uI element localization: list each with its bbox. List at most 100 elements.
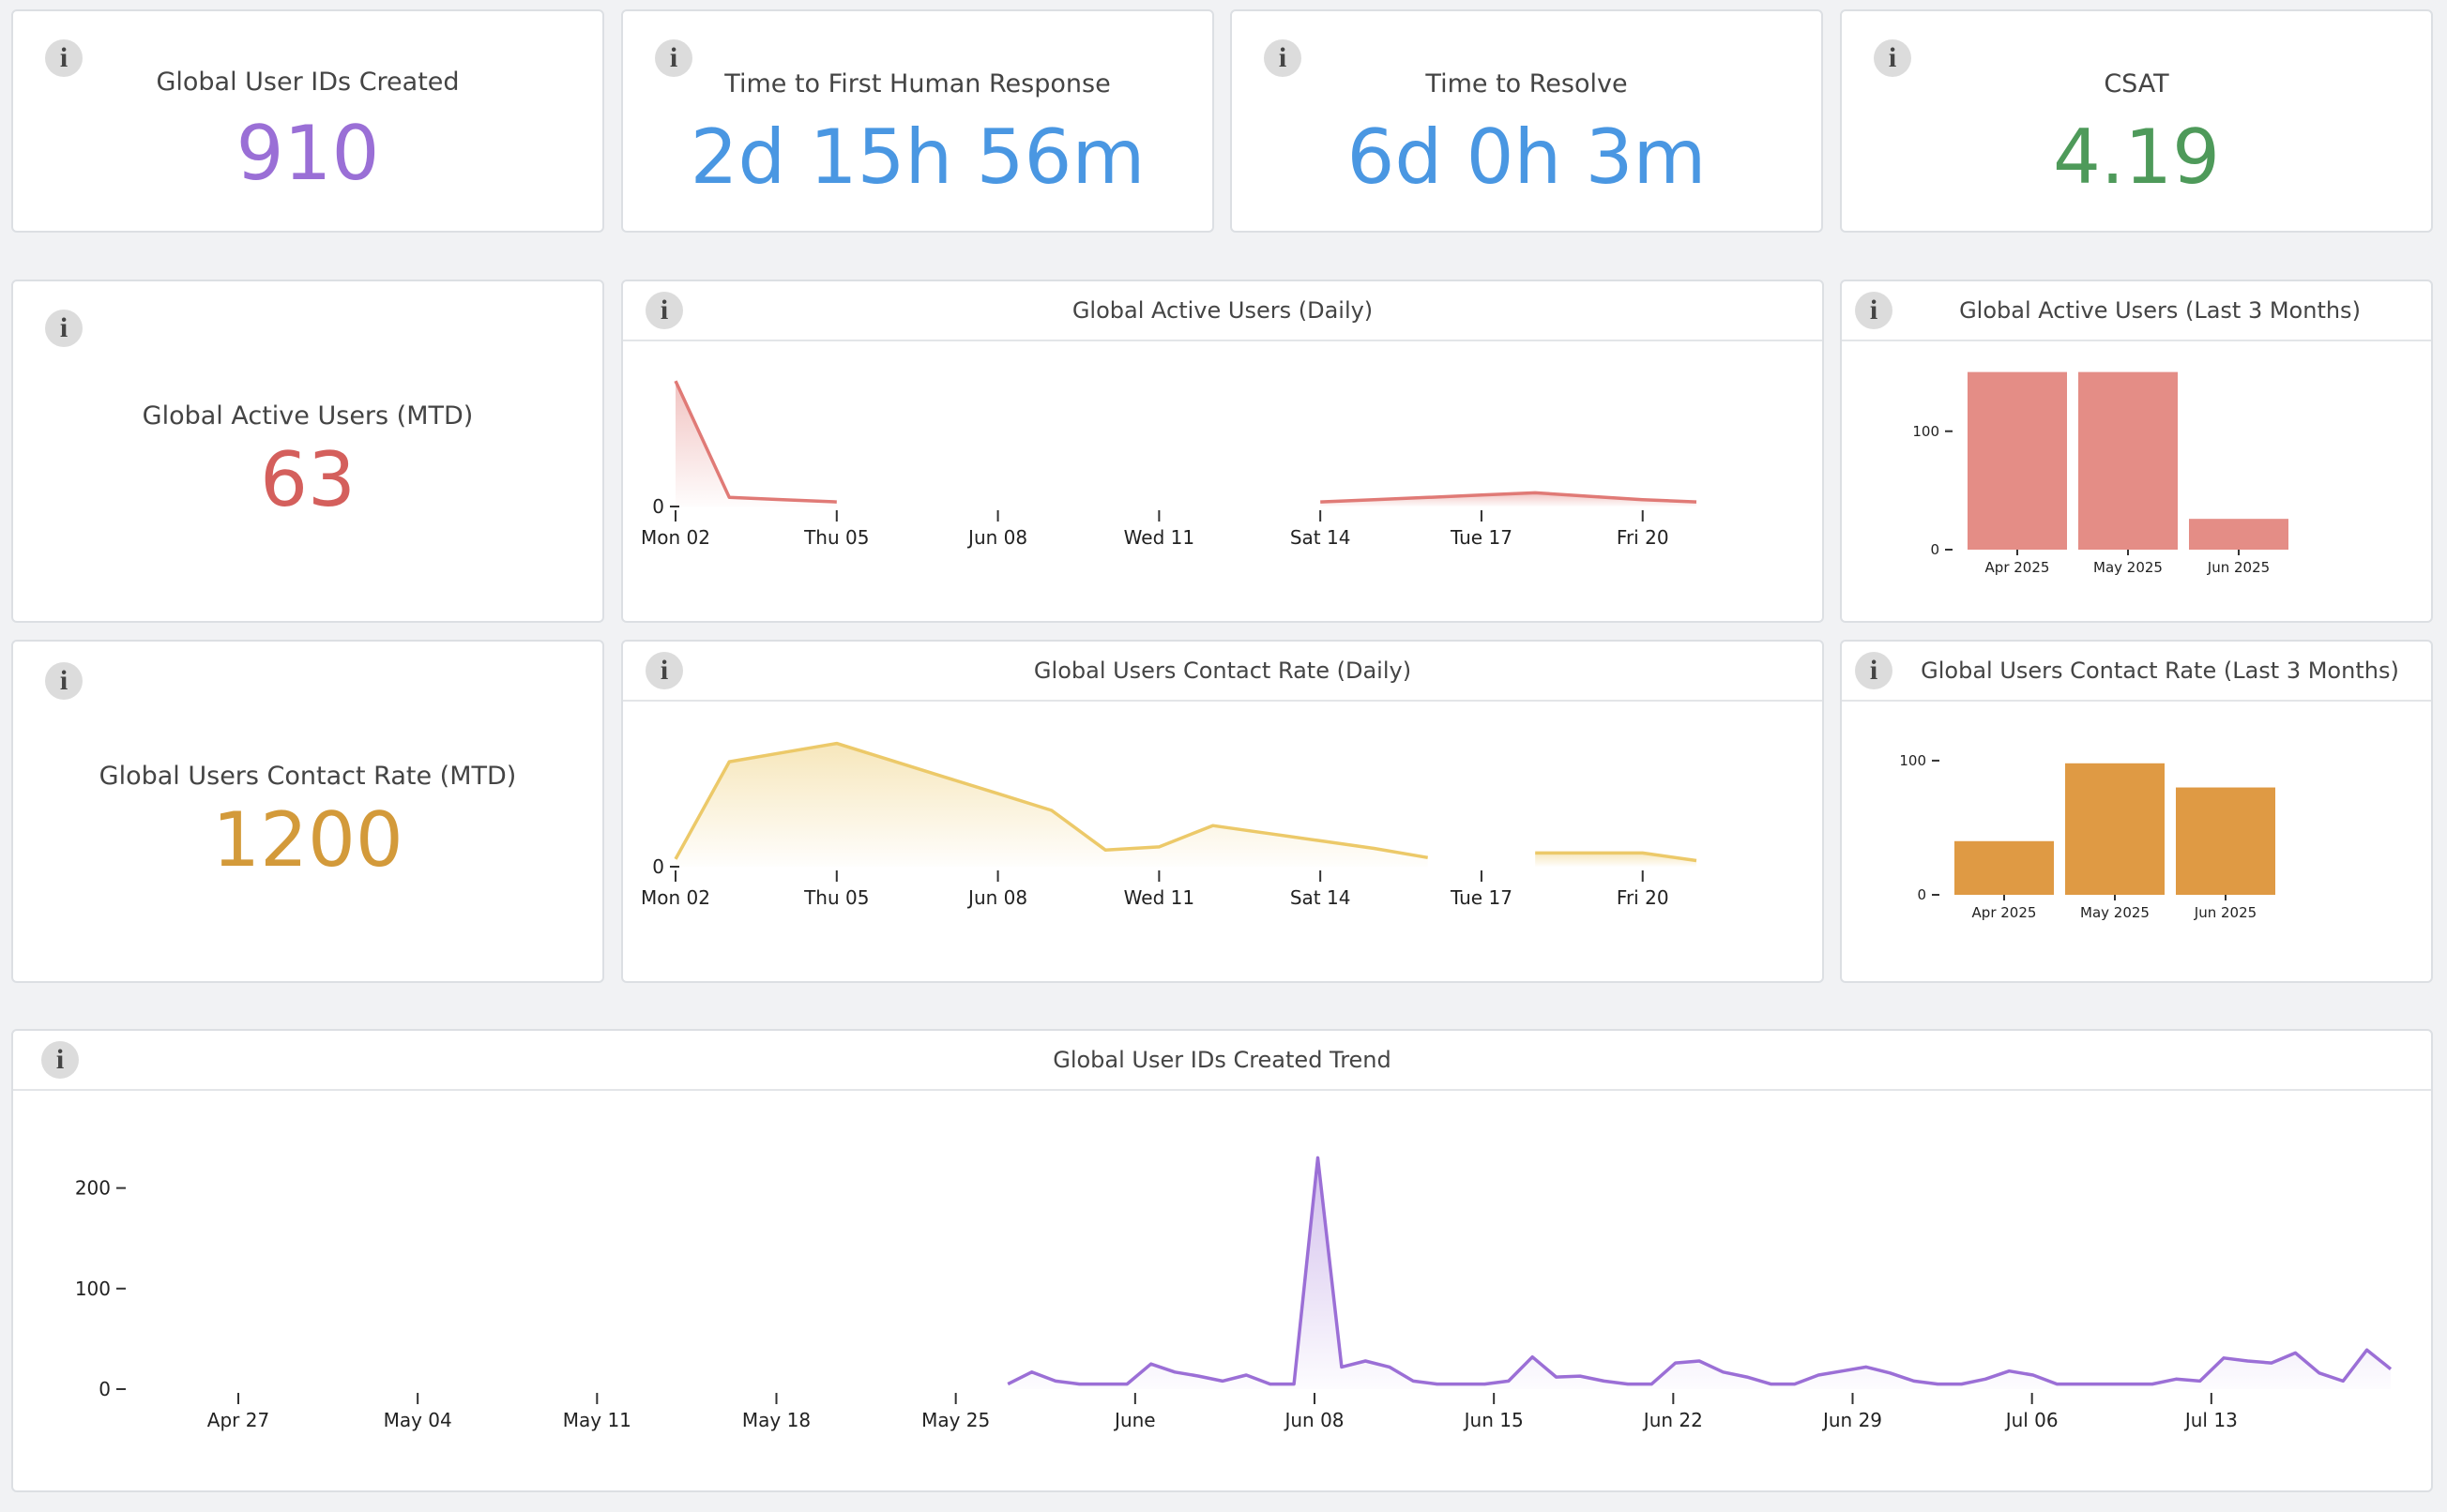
x-tick-label: Jul 06: [2004, 1409, 2059, 1431]
series-line: [674, 741, 1428, 860]
chart-card-contact-rate-daily: i Global Users Contact Rate (Daily) 0 Mon…: [621, 640, 1824, 983]
info-icon[interactable]: i: [646, 652, 683, 689]
x-tick-label: Apr 2025: [1972, 904, 2037, 921]
contact-rate-3m-chart: 0 100 Apr 2025 May 2025 Jun 2025: [1899, 752, 2275, 921]
x-tick-label: Jun 2025: [2194, 904, 2257, 921]
x-tick-label: May 2025: [2093, 559, 2163, 576]
stat-value: 4.19: [2052, 113, 2221, 201]
x-tick-label: Tue 17: [1450, 886, 1512, 909]
active-users-3m-chart: 0 100 Apr 2025 May 2025 Jun 2025: [1912, 371, 2288, 576]
x-tick-label: May 25: [921, 1409, 990, 1431]
stat-title: CSAT: [2104, 69, 2169, 98]
x-tick-label: Mon 02: [641, 886, 710, 909]
x-tick-label: Jun 15: [1463, 1409, 1524, 1431]
stat-card-contact-rate-mtd: i Global Users Contact Rate (MTD) 1200: [11, 640, 604, 983]
x-tick-label: Wed 11: [1124, 886, 1194, 909]
contact-rate-daily-chart: 0 Mon 02 Thu 05 Jun 08 Wed 11 Sat 14 Tue 17 Fri…: [641, 741, 1697, 909]
chart-title: Global Active Users (Daily): [1072, 297, 1374, 324]
x-tick-label: Jun 08: [966, 886, 1027, 909]
x-tick-label: Thu 05: [803, 526, 869, 549]
x-tick-label: Jun 29: [1821, 1409, 1882, 1431]
x-tick-label: Tue 17: [1450, 526, 1512, 549]
chart-title: Global Users Contact Rate (Daily): [1033, 658, 1412, 684]
stat-value: 6d 0h 3m: [1346, 113, 1707, 201]
y-tick-label: 100: [1912, 423, 1939, 440]
x-tick-label: Jun 22: [1642, 1409, 1703, 1431]
bar: [2189, 519, 2288, 550]
stat-card-active-users-mtd: i Global Active Users (MTD) 63: [11, 280, 604, 623]
stat-value: 63: [260, 436, 356, 523]
stat-title: Time to Resolve: [1425, 69, 1628, 98]
chart-card-active-users-daily: i Global Active Users (Daily) 0 Mon 02 Thu…: [621, 280, 1824, 623]
area-fill: [676, 381, 837, 507]
stat-card-time-to-resolve: i Time to Resolve 6d 0h 3m: [1230, 9, 1823, 233]
chart-header: [13, 1031, 2431, 1091]
area-fill: [1320, 492, 1696, 507]
x-tick-label: Apr 2025: [1985, 559, 2050, 576]
stat-card-user-ids-created: i Global User IDs Created 910: [11, 9, 604, 233]
chart-header: [1842, 281, 2431, 341]
x-tick-label: May 18: [742, 1409, 811, 1431]
area-fill: [1535, 853, 1696, 867]
chart-card-user-ids-trend: i Global User IDs Created Trend 0 100 200 A…: [11, 1029, 2433, 1492]
x-tick-label: Jun 08: [1283, 1409, 1344, 1431]
x-tick-label: June: [1113, 1409, 1156, 1431]
info-icon[interactable]: i: [45, 39, 83, 77]
bar: [2078, 371, 2178, 550]
stat-title: Global Active Users (MTD): [142, 401, 474, 431]
series-line: [1007, 1156, 2393, 1386]
bar: [2176, 787, 2275, 895]
bar: [1968, 371, 2067, 550]
y-tick-label: 0: [652, 495, 664, 518]
stat-card-first-human-response: i Time to First Human Response 2d 15h 56…: [621, 9, 1214, 233]
x-tick-label: Fri 20: [1617, 886, 1669, 909]
chart-title: Global Users Contact Rate (Last 3 Months…: [1921, 658, 2399, 684]
x-tick-label: Sat 14: [1290, 886, 1351, 909]
chart-header: [623, 642, 1822, 702]
info-icon[interactable]: i: [45, 310, 83, 347]
info-icon[interactable]: i: [1264, 39, 1301, 77]
chart-card-active-users-3m: i Global Active Users (Last 3 Months) 0 1…: [1840, 280, 2433, 623]
series-line: [674, 380, 837, 504]
y-tick-label: 0: [1930, 541, 1939, 558]
stat-value: 910: [236, 110, 380, 197]
x-tick-label: Thu 05: [803, 886, 869, 909]
stat-title: Global User IDs Created: [156, 68, 460, 97]
area-fill: [676, 743, 1428, 867]
x-tick-label: Jun 2025: [2207, 559, 2270, 576]
stat-title: Time to First Human Response: [724, 69, 1111, 98]
x-tick-label: Apr 27: [207, 1409, 269, 1431]
y-tick-label: 0: [99, 1378, 111, 1400]
info-icon[interactable]: i: [41, 1041, 79, 1079]
user-ids-trend-chart: 0 100 200 Apr 27 May 04 May 11 May 18 May 25 Jun…: [75, 1156, 2393, 1431]
series-line: [1535, 851, 1697, 863]
x-tick-label: May 04: [384, 1409, 452, 1431]
info-icon[interactable]: i: [655, 39, 692, 77]
series-line: [1320, 491, 1697, 504]
x-tick-label: Fri 20: [1617, 526, 1669, 549]
info-icon[interactable]: i: [45, 662, 83, 700]
y-tick-label: 200: [75, 1177, 111, 1200]
x-tick-label: Jul 13: [2183, 1409, 2238, 1431]
stat-value: 2d 15h 56m: [690, 113, 1146, 201]
x-tick-label: Sat 14: [1290, 526, 1351, 549]
chart-title: Global User IDs Created Trend: [1053, 1047, 1391, 1073]
info-icon[interactable]: i: [1874, 39, 1911, 77]
x-tick-label: Jun 08: [966, 526, 1027, 549]
active-users-daily-chart: 0 Mon 02 Thu 05 Jun 08 Wed 11 Sat 14 Tue 17 Fri…: [641, 380, 1697, 549]
info-icon[interactable]: i: [1855, 292, 1892, 329]
stat-card-csat: i CSAT 4.19: [1840, 9, 2433, 233]
info-icon[interactable]: i: [646, 292, 683, 329]
bar: [1954, 840, 2054, 895]
info-icon[interactable]: i: [1855, 652, 1892, 689]
area-fill: [1008, 1157, 2391, 1389]
x-tick-label: May 11: [563, 1409, 631, 1431]
y-tick-label: 0: [1917, 886, 1926, 903]
x-tick-label: May 2025: [2080, 904, 2150, 921]
y-tick-label: 0: [652, 855, 664, 878]
stat-value: 1200: [212, 796, 403, 884]
x-tick-label: Mon 02: [641, 526, 710, 549]
chart-header: [1842, 642, 2431, 702]
bar: [2065, 763, 2165, 895]
y-tick-label: 100: [75, 1278, 111, 1300]
